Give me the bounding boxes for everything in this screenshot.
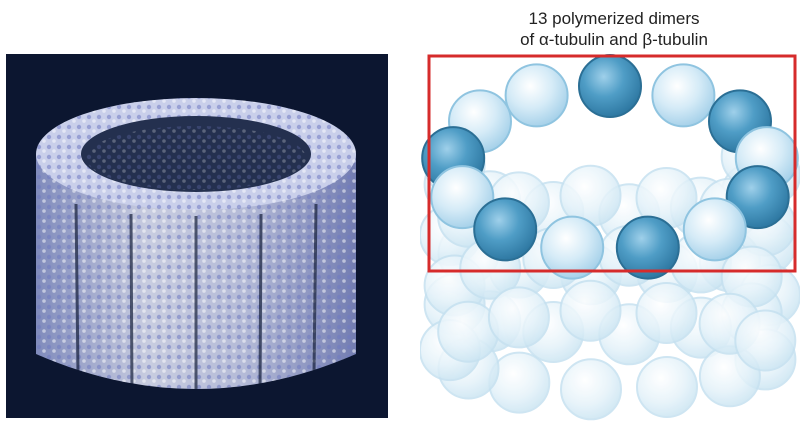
microtubule-cylinder [36,98,356,399]
tubulin-subunit-light [540,215,605,280]
microtubule-micrograph [6,54,388,418]
tubulin-subunit-light [682,197,747,262]
tubulin-subunit-pale [635,282,698,344]
top-tubulin-ring [421,54,799,280]
tubulin-subunit-pale [636,356,698,418]
tubulin-subunit-dark [615,215,680,280]
selected-ring-box [427,54,797,273]
tubulin-subunit-pale [734,309,797,372]
figure-caption: 13 polymerized dimers of α-tubulin and β… [430,8,798,50]
tubulin-subunit-dark [473,197,538,262]
tubulin-subunit-dark [725,165,790,230]
tubulin-subunit-pale [487,286,550,349]
tubulin-subunit-pale [560,358,622,421]
tubulin-subunit-dark [578,54,642,118]
tubulin-subunit-light [651,63,716,128]
tubulin-ring-model [420,54,800,421]
tubulin-subunit-light [504,63,569,128]
caption-line-2: of α-tubulin and β-tubulin [520,30,708,49]
tubulin-subunit-light [430,165,495,230]
caption-line-1: 13 polymerized dimers [528,9,700,28]
tubulin-subunit-pale [559,279,622,342]
